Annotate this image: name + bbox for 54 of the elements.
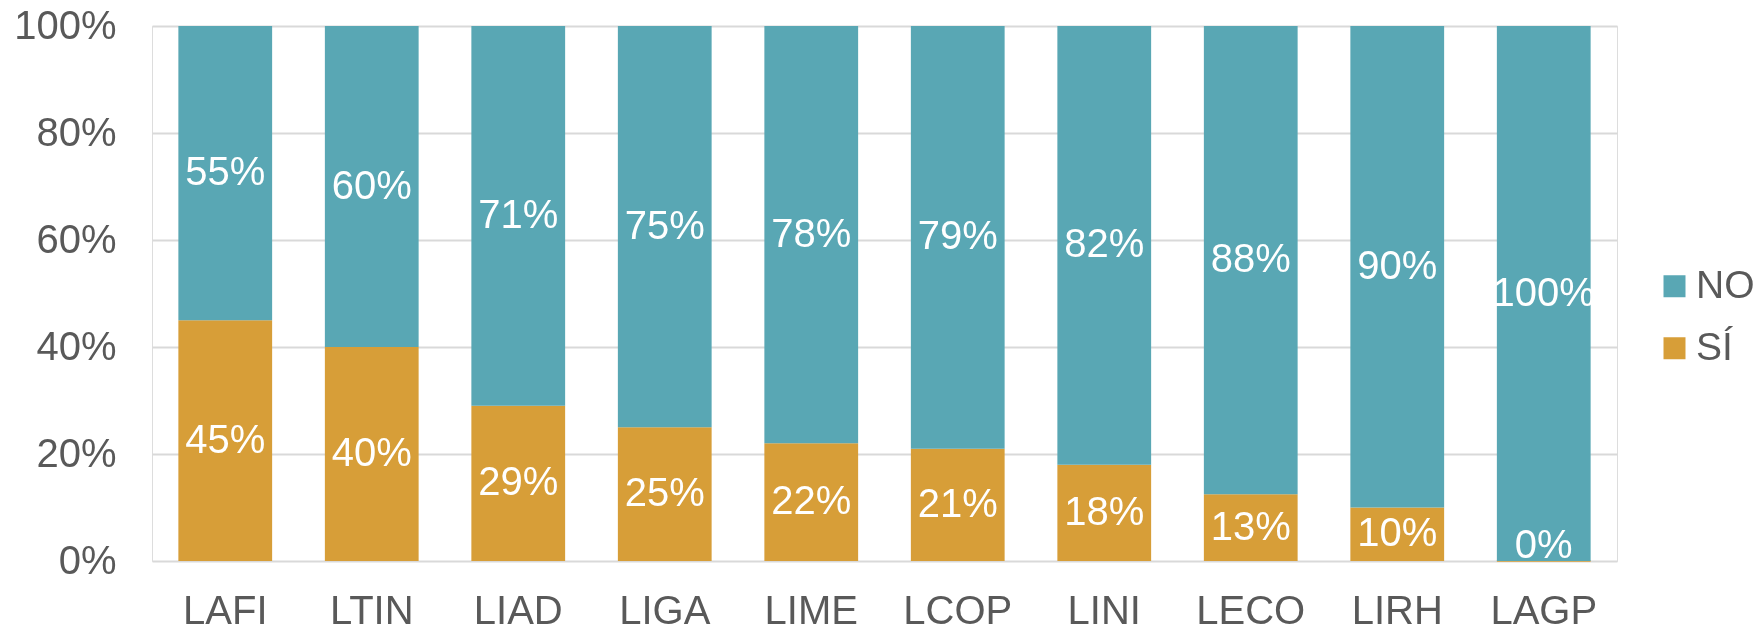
y-tick-label: 100% bbox=[14, 2, 117, 47]
y-tick-label: 40% bbox=[36, 323, 117, 368]
y-tick-label: 0% bbox=[58, 537, 117, 582]
bar bbox=[1057, 464, 1152, 561]
data-label: 25% bbox=[624, 470, 705, 515]
bar bbox=[764, 443, 859, 561]
data-label: 75% bbox=[624, 202, 705, 247]
data-label: 78% bbox=[771, 210, 852, 255]
data-label: 82% bbox=[1064, 221, 1145, 266]
data-label: 88% bbox=[1210, 236, 1291, 281]
bar bbox=[471, 26, 566, 406]
x-tick-label: LIME bbox=[764, 587, 858, 632]
y-tick-label: 80% bbox=[36, 109, 117, 154]
data-label: 45% bbox=[185, 416, 266, 461]
y-tick-label: 60% bbox=[36, 216, 117, 261]
bar bbox=[764, 26, 859, 444]
bar bbox=[1496, 26, 1591, 561]
data-label: 22% bbox=[771, 478, 852, 523]
data-label: 0% bbox=[1514, 522, 1573, 566]
bar bbox=[617, 427, 712, 561]
x-tick-label: LAFI bbox=[183, 587, 268, 632]
x-tick-label: LAGP bbox=[1490, 587, 1598, 632]
bar bbox=[471, 405, 566, 561]
bar bbox=[1203, 26, 1298, 495]
bar bbox=[617, 26, 712, 428]
x-tick-label: LECO bbox=[1196, 587, 1306, 632]
bar bbox=[910, 26, 1005, 449]
bar bbox=[178, 320, 273, 561]
legend-label: SÍ bbox=[1696, 325, 1734, 369]
bar bbox=[178, 26, 273, 321]
bar bbox=[910, 448, 1005, 561]
data-label: 21% bbox=[917, 480, 998, 525]
data-label: 29% bbox=[478, 459, 559, 504]
data-label: 71% bbox=[478, 191, 559, 236]
data-label: 60% bbox=[331, 162, 412, 207]
x-tick-label: LTIN bbox=[329, 587, 414, 632]
y-tick-label: 20% bbox=[36, 430, 117, 475]
data-label: 90% bbox=[1357, 242, 1438, 287]
data-label: 40% bbox=[331, 430, 412, 474]
data-label: 10% bbox=[1357, 510, 1438, 555]
data-label: 13% bbox=[1210, 503, 1291, 548]
data-label: 18% bbox=[1064, 488, 1145, 533]
x-tick-label: LIGA bbox=[619, 587, 711, 632]
legend-label: NO bbox=[1696, 263, 1755, 307]
x-tick-label: LINI bbox=[1067, 587, 1141, 632]
data-label: 79% bbox=[917, 213, 998, 258]
bar bbox=[1057, 26, 1152, 465]
x-tick-label: LIAD bbox=[473, 587, 563, 632]
data-label: 55% bbox=[185, 149, 266, 194]
x-tick-label: LCOP bbox=[903, 587, 1013, 632]
bar bbox=[324, 347, 419, 561]
x-tick-label: LIRH bbox=[1351, 587, 1443, 632]
bar bbox=[1350, 26, 1445, 508]
bar bbox=[324, 26, 419, 347]
